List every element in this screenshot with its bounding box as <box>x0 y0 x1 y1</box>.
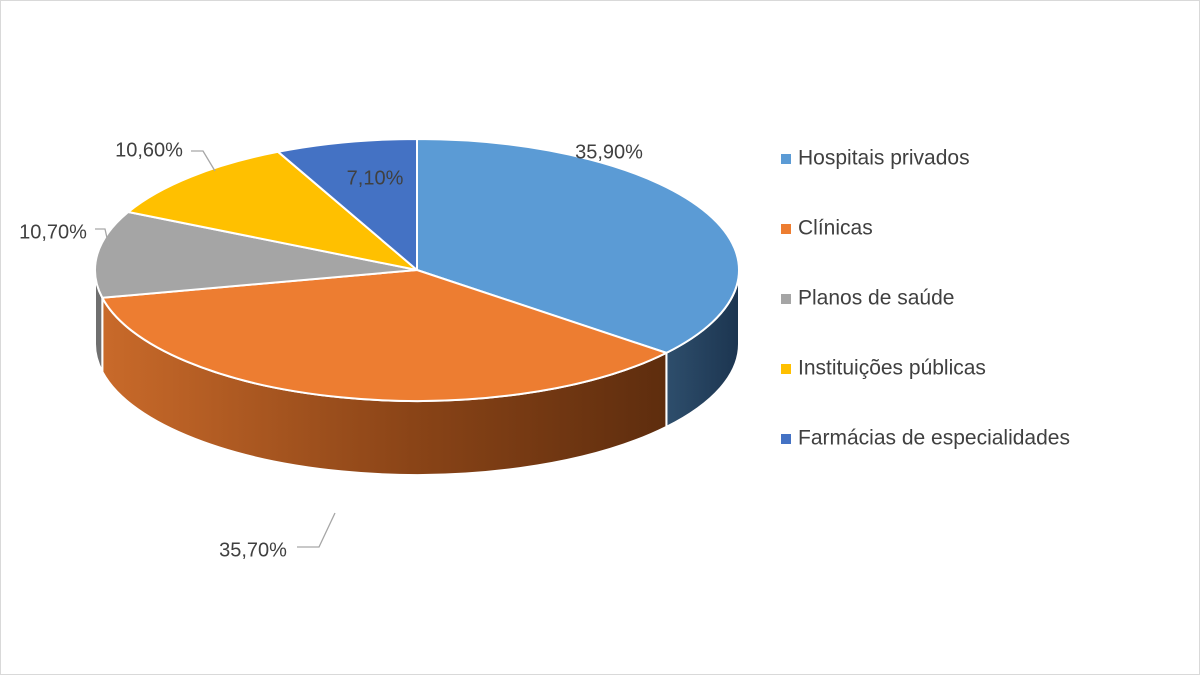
data-label-planos-de-saude: 10,70% <box>19 221 87 243</box>
pie-slice-hospitais-privados[interactable] <box>416 138 740 354</box>
leader-line-clinicas <box>297 512 336 548</box>
legend-item-planos-de-saude[interactable]: Planos de saúde <box>781 287 954 310</box>
legend: Hospitais privados Clínicas Planos de saúd… <box>781 147 1070 450</box>
legend-label-instituicoes-publicas: Instituições públicas <box>798 357 986 380</box>
legend-swatch-farmacias-de-especialidades <box>781 434 791 444</box>
data-label-instituicoes-publicas: 10,60% <box>115 139 183 161</box>
pie-slice-clinicas[interactable] <box>101 269 668 402</box>
leader-line-planos-de-saude <box>95 228 110 248</box>
data-label-hospitais-privados: 35,90% <box>575 141 643 163</box>
leader-line-instituicoes-publicas <box>191 150 216 172</box>
data-label-farmacias-de-especialidades: 7,10% <box>347 167 404 189</box>
pie-slice-instituicoes-publicas[interactable] <box>127 150 418 271</box>
legend-swatch-planos-de-saude <box>781 294 791 304</box>
legend-item-clinicas[interactable]: Clínicas <box>781 217 873 240</box>
pie-slice-planos-de-saude[interactable] <box>94 210 418 299</box>
legend-item-hospitais-privados[interactable]: Hospitais privados <box>781 147 970 170</box>
legend-swatch-clinicas <box>781 224 791 234</box>
legend-label-planos-de-saude: Planos de saúde <box>798 287 954 310</box>
legend-label-farmacias-de-especialidades: Farmácias de especialidades <box>798 427 1070 450</box>
legend-label-clinicas: Clínicas <box>798 217 873 240</box>
legend-item-farmacias-de-especialidades[interactable]: Farmácias de especialidades <box>781 427 1070 450</box>
data-label-clinicas: 35,70% <box>219 539 287 561</box>
pie-slice-farmacias-de-especialidades[interactable] <box>277 138 418 271</box>
legend-item-instituicoes-publicas[interactable]: Instituições públicas <box>781 357 986 380</box>
legend-swatch-instituicoes-publicas <box>781 364 791 374</box>
legend-label-hospitais-privados: Hospitais privados <box>798 147 970 170</box>
legend-swatch-hospitais-privados <box>781 154 791 164</box>
